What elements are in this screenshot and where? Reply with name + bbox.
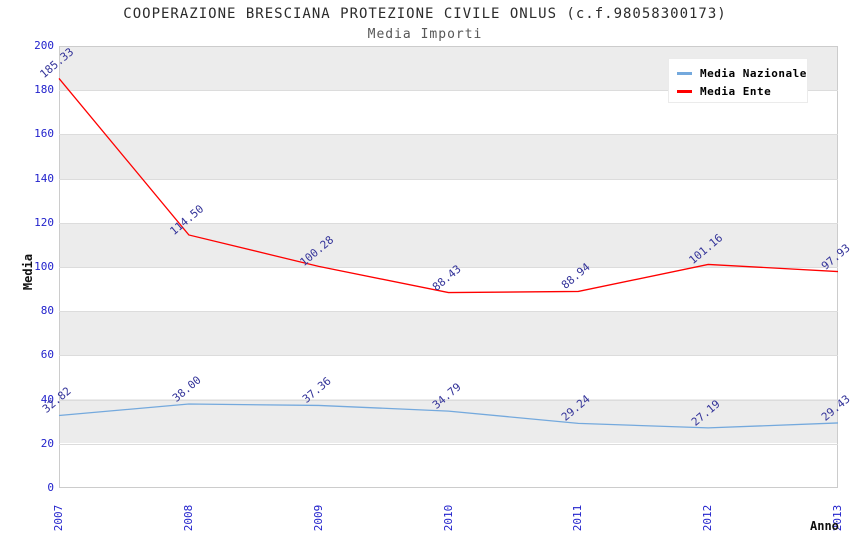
y-axis-tick-label: 140	[34, 171, 54, 185]
y-axis-tick-label: 200	[34, 39, 54, 52]
y-axis-title: Media	[21, 253, 35, 291]
y-axis-tick-label: 80	[40, 304, 54, 318]
legend-item-label: Media Ente	[700, 84, 772, 98]
y-axis-tick-label: 120	[34, 215, 54, 229]
legend-item-media-nazionale: Media Nazionale	[677, 64, 807, 82]
legend-item-label: Media Nazionale	[700, 66, 807, 80]
x-axis-tick-label: 2007	[52, 504, 65, 532]
gridline	[59, 134, 838, 136]
y-axis-tick-label: 100	[34, 260, 54, 273]
chart-subtitle: Media Importi	[367, 27, 483, 42]
x-axis-tick-label: 2010	[441, 504, 455, 532]
gridline	[59, 355, 838, 357]
legend-line-swatch	[677, 89, 692, 93]
y-axis-tick-label: 160	[34, 127, 54, 141]
gridline	[59, 443, 838, 445]
gridline	[59, 178, 838, 180]
y-axis-tick-label: 40	[40, 392, 54, 406]
legend-line-swatch	[677, 71, 692, 75]
y-axis-tick-label: 0	[47, 481, 54, 494]
gridline	[59, 311, 838, 313]
x-axis-tick-label: 2008	[181, 504, 195, 532]
gridline	[59, 399, 838, 401]
x-axis-tick-label: 2009	[311, 504, 325, 532]
chart-title: COOPERAZIONE BRESCIANA PROTEZIONE CIVILE…	[123, 6, 727, 22]
legend-item-media-ente: Media Ente	[677, 82, 807, 100]
y-axis-tick-label: 20	[40, 436, 54, 450]
legend: Media Nazionale Media Ente	[668, 58, 808, 103]
x-axis-title: Anno	[810, 519, 839, 533]
y-axis-tick-label: 180	[34, 83, 54, 97]
x-axis-tick-label: 2011	[571, 504, 585, 532]
y-axis-tick-label: 60	[40, 348, 54, 362]
x-axis-tick-label: 2012	[701, 504, 715, 532]
